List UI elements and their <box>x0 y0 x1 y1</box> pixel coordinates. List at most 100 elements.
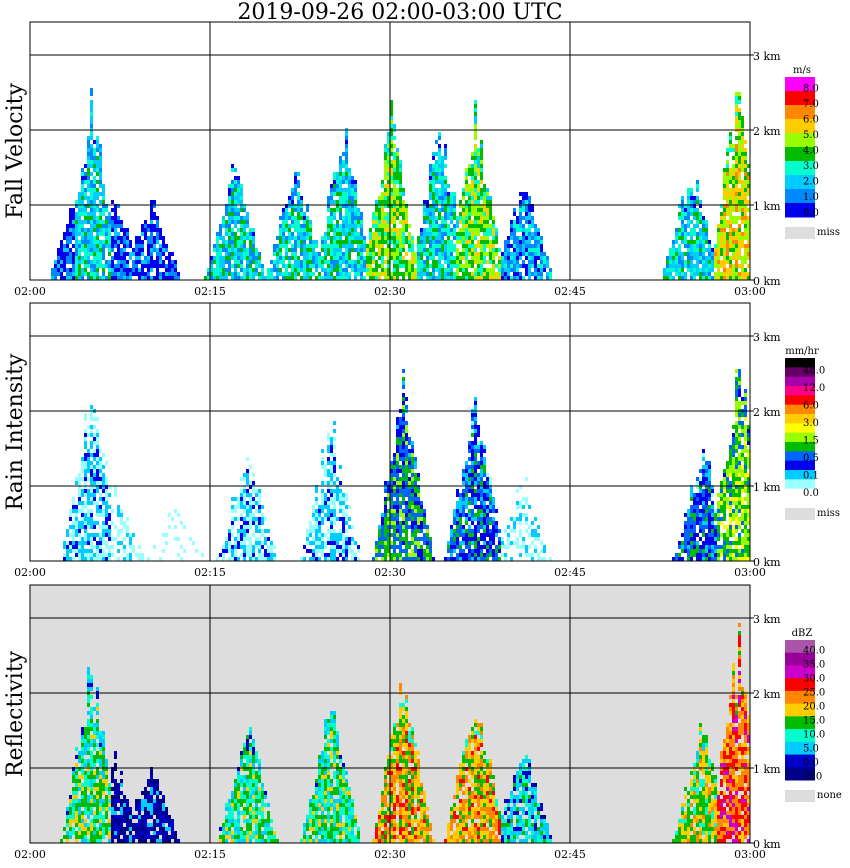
echo-cell <box>135 549 138 553</box>
echo-cell <box>255 501 258 505</box>
echo-cell <box>390 176 393 180</box>
echo-cell <box>246 489 249 493</box>
echo-cell <box>63 244 66 248</box>
echo-cell <box>480 276 483 280</box>
echo-cell <box>78 244 81 248</box>
echo-cell <box>102 240 105 244</box>
echo-cell <box>735 204 738 208</box>
echo-cell <box>177 545 180 549</box>
echo-cell <box>747 248 750 252</box>
echo-cell <box>246 537 249 541</box>
echo-cell <box>444 148 447 152</box>
echo-cell <box>225 248 228 252</box>
echo-cell <box>135 268 138 272</box>
echo-cell <box>300 224 303 228</box>
echo-cell <box>78 240 81 244</box>
echo-cell <box>150 248 153 252</box>
echo-cell <box>429 216 432 220</box>
echo-cell <box>330 529 333 533</box>
echo-cell <box>243 509 246 513</box>
echo-cell <box>387 236 390 240</box>
echo-cell <box>450 557 453 561</box>
echo-cell <box>369 236 372 240</box>
echo-cell <box>468 164 471 168</box>
echo-cell <box>468 469 471 473</box>
echo-cell <box>417 240 420 244</box>
echo-cell <box>738 116 741 120</box>
echo-cell <box>705 256 708 260</box>
echo-cell <box>165 244 168 248</box>
echo-cell <box>333 240 336 244</box>
echo-cell <box>486 244 489 248</box>
echo-cell <box>351 541 354 545</box>
echo-cell <box>474 477 477 481</box>
echo-cell <box>501 260 504 264</box>
echo-cell <box>102 541 105 545</box>
echo-cell <box>744 152 747 156</box>
echo-cell <box>159 260 162 264</box>
echo-cell <box>348 180 351 184</box>
echo-cell <box>99 493 102 497</box>
echo-cell <box>423 232 426 236</box>
echo-cell <box>384 489 387 493</box>
echo-cell <box>231 212 234 216</box>
echo-cell <box>744 244 747 248</box>
echo-cell <box>69 272 72 276</box>
echo-cell <box>108 276 111 280</box>
echo-cell <box>495 264 498 268</box>
echo-cell <box>681 236 684 240</box>
echo-cell <box>507 236 510 240</box>
echo-cell <box>123 545 126 549</box>
echo-cell <box>240 252 243 256</box>
echo-cell <box>102 481 105 485</box>
echo-cell <box>402 497 405 501</box>
echo-cell <box>132 272 135 276</box>
echo-cell <box>72 541 75 545</box>
echo-cell <box>102 252 105 256</box>
echo-cell <box>69 220 72 224</box>
echo-cell <box>345 220 348 224</box>
echo-cell <box>729 196 732 200</box>
echo-cell <box>438 236 441 240</box>
echo-cell <box>462 497 465 501</box>
echo-cell <box>240 260 243 264</box>
echo-cell <box>501 268 504 272</box>
echo-cell <box>192 557 195 561</box>
echo-cell <box>264 513 267 517</box>
echo-cell <box>147 224 150 228</box>
echo-cell <box>471 533 474 537</box>
echo-cell <box>348 224 351 228</box>
echo-cell <box>351 228 354 232</box>
echo-cell <box>333 224 336 228</box>
echo-cell <box>237 240 240 244</box>
echo-cell <box>342 196 345 200</box>
echo-cell <box>303 224 306 228</box>
echo-cell <box>228 260 231 264</box>
echo-cell <box>474 489 477 493</box>
echo-cell <box>414 256 417 260</box>
echo-cell <box>435 220 438 224</box>
echo-cell <box>387 168 390 172</box>
echo-cell <box>399 425 402 429</box>
echo-cell <box>321 469 324 473</box>
echo-cell <box>738 232 741 236</box>
echo-cell <box>306 260 309 264</box>
echo-cell <box>540 248 543 252</box>
echo-cell <box>486 268 489 272</box>
echo-cell <box>141 268 144 272</box>
echo-cell <box>411 505 414 509</box>
echo-cell <box>258 264 261 268</box>
echo-cell <box>411 441 414 445</box>
echo-cell <box>687 200 690 204</box>
echo-cell <box>96 188 99 192</box>
echo-cell <box>294 172 297 176</box>
echo-cell <box>78 220 81 224</box>
echo-cell <box>399 192 402 196</box>
echo-cell <box>744 172 747 176</box>
echo-cell <box>129 545 132 549</box>
echo-cell <box>453 256 456 260</box>
echo-cell <box>66 268 69 272</box>
echo-cell <box>675 256 678 260</box>
echo-cell <box>282 264 285 268</box>
echo-cell <box>348 220 351 224</box>
